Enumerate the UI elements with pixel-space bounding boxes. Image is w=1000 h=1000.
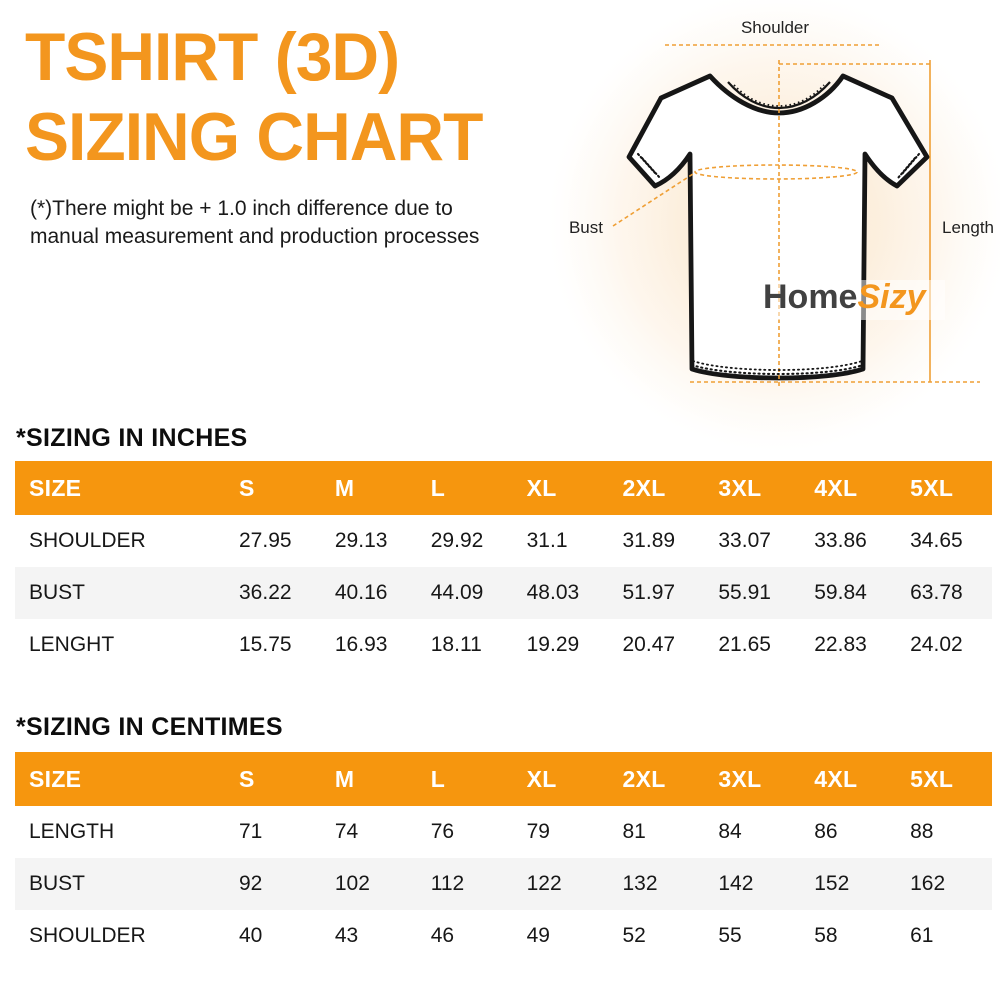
svg-text:Shoulder: Shoulder <box>741 18 809 37</box>
svg-text:Length: Length <box>942 218 994 237</box>
svg-text:HomeSizy: HomeSizy <box>763 278 928 316</box>
svg-text:Bust: Bust <box>569 218 603 237</box>
